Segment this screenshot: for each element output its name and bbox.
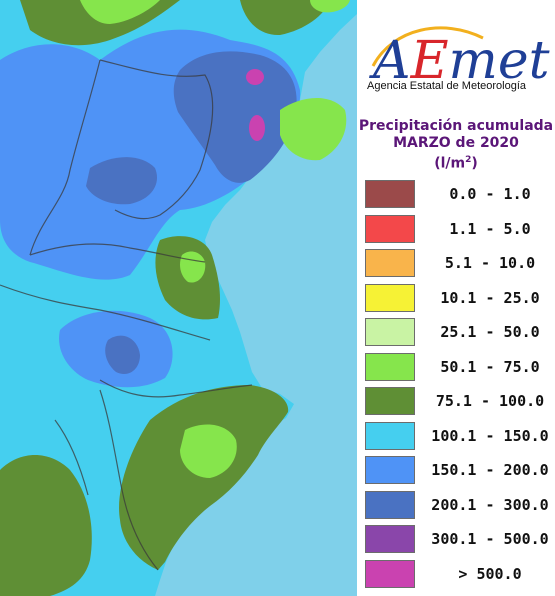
zone-50-75-d bbox=[180, 424, 237, 478]
legend-range-label: 0.0 - 1.0 bbox=[449, 185, 531, 203]
zone-75-100-sw bbox=[0, 455, 92, 596]
zone-over-500-b bbox=[249, 115, 265, 141]
precipitation-map bbox=[0, 0, 357, 596]
zone-75-100-ne bbox=[240, 0, 330, 36]
agency-name: Agencia Estatal de Meteorología bbox=[367, 80, 526, 92]
legend-range-label: 10.1 - 25.0 bbox=[440, 288, 540, 307]
legend-row: 75.1 - 100.0 bbox=[365, 384, 555, 419]
logo-text: AEmet bbox=[369, 31, 550, 91]
legend-range-label: 5.1 - 10.0 bbox=[444, 254, 536, 272]
legend-range-label: 75.1 - 100.0 bbox=[435, 392, 545, 410]
legend-range-label: 100.1 - 150.0 bbox=[431, 426, 549, 445]
legend-swatch bbox=[365, 421, 415, 450]
legend-row: 300.1 - 500.0 bbox=[365, 522, 555, 557]
province-borders bbox=[0, 59, 253, 571]
zone-50-75-e bbox=[280, 97, 347, 161]
legend-swatch bbox=[365, 318, 415, 346]
legend-row: 100.1 - 150.0 bbox=[365, 419, 555, 454]
title-line-2: MARZO de 2020 bbox=[393, 135, 519, 151]
zone-50-75-b bbox=[310, 0, 350, 13]
legend-swatch bbox=[365, 352, 415, 381]
legend-panel: AEmet Agencia Estatal de Meteorología Pr… bbox=[357, 0, 555, 596]
zone-50-75-a bbox=[80, 0, 160, 24]
legend-swatch bbox=[365, 387, 415, 415]
legend-range-label: 200.1 - 300.0 bbox=[431, 495, 549, 514]
legend-swatch bbox=[365, 283, 415, 312]
title-unit: (l/m2) bbox=[434, 155, 478, 172]
legend-swatch bbox=[365, 180, 415, 208]
legend-range-label: 1.1 - 5.0 bbox=[449, 219, 531, 238]
legend-row: 10.1 - 25.0 bbox=[365, 281, 555, 316]
legend-range-label: > 500.0 bbox=[458, 564, 522, 583]
legend-range-label: 25.1 - 50.0 bbox=[440, 323, 540, 341]
zone-over-500-a bbox=[246, 69, 264, 85]
legend-row: 50.1 - 75.0 bbox=[365, 350, 555, 385]
legend-swatch bbox=[365, 525, 415, 553]
legend-range-label: 150.1 - 200.0 bbox=[431, 461, 549, 479]
legend-range-label: 50.1 - 75.0 bbox=[440, 357, 540, 376]
logo-arc bbox=[371, 26, 484, 67]
legend-swatch bbox=[365, 249, 415, 277]
zone-200-300-west bbox=[86, 157, 158, 205]
legend-swatch bbox=[365, 456, 415, 484]
legend-row: 25.1 - 50.0 bbox=[365, 315, 555, 350]
map-title: Precipitación acumulada MARZO de 2020 (l… bbox=[357, 118, 555, 173]
legend-row: 1.1 - 5.0 bbox=[365, 212, 555, 247]
legend: 0.0 - 1.0 1.1 - 5.0 5.1 - 10.0 10.1 - 25… bbox=[365, 177, 555, 591]
legend-row: > 500.0 bbox=[365, 557, 555, 592]
legend-swatch bbox=[365, 490, 415, 519]
legend-range-label: 300.1 - 500.0 bbox=[431, 530, 549, 548]
legend-row: 5.1 - 10.0 bbox=[365, 246, 555, 281]
legend-row: 200.1 - 300.0 bbox=[365, 488, 555, 523]
legend-row: 0.0 - 1.0 bbox=[365, 177, 555, 212]
legend-swatch bbox=[365, 214, 415, 243]
zone-200-300-south bbox=[105, 335, 140, 375]
title-line-1: Precipitación acumulada bbox=[358, 118, 554, 134]
legend-row: 150.1 - 200.0 bbox=[365, 453, 555, 488]
zone-200-300-north bbox=[173, 51, 297, 183]
aemet-logo: AEmet bbox=[369, 26, 550, 91]
legend-swatch bbox=[365, 559, 415, 588]
zone-75-100-south bbox=[119, 385, 289, 570]
